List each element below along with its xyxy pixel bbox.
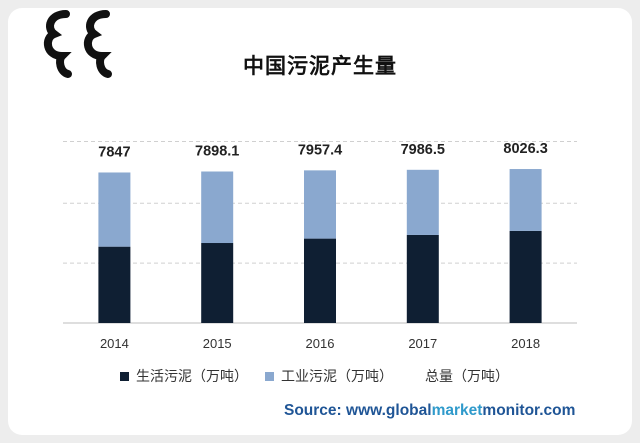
source-market: market (431, 402, 483, 419)
bar-domestic-2018 (509, 230, 542, 323)
total-label-2016: 7957.4 (298, 142, 342, 158)
legend-item-domestic-sludge: 生活污泥（万吨） (120, 366, 248, 386)
bar-industrial-2017 (406, 169, 439, 235)
bar-industrial-2018 (509, 169, 542, 231)
legend-label-industrial: 工业污泥（万吨） (281, 369, 393, 385)
total-label-2015: 7898.1 (195, 144, 239, 160)
bar-domestic-2014 (98, 246, 131, 323)
legend-item-total: 总量（万吨） (425, 366, 509, 386)
total-label-2017: 7986.5 (401, 142, 445, 158)
bar-industrial-2015 (201, 171, 234, 244)
x-tick-label-2015: 2015 (203, 336, 232, 351)
bar-domestic-2015 (201, 243, 234, 323)
legend-swatch-domestic (120, 371, 129, 381)
x-tick-label-2018: 2018 (511, 336, 540, 351)
total-label-2014: 7847 (98, 144, 130, 160)
brand-logo-icon (43, 10, 112, 78)
chart-title: 中国污泥产生量 (243, 54, 397, 78)
bar-industrial-2014 (98, 172, 131, 247)
bar-domestic-2017 (406, 234, 439, 323)
legend: 生活污泥（万吨） 工业污泥（万吨） 总量（万吨） (0, 366, 640, 388)
source-prefix: Source: www. (284, 402, 386, 419)
legend-label-total: 总量（万吨） (425, 369, 509, 385)
legend-item-industrial-sludge: 工业污泥（万吨） (265, 366, 393, 386)
legend-label-domestic: 生活污泥（万吨） (136, 369, 248, 385)
x-tick-label-2017: 2017 (408, 336, 437, 351)
x-tick-label-2014: 2014 (100, 336, 129, 351)
source-suffix: .com (539, 402, 576, 419)
bar-industrial-2016 (304, 170, 336, 239)
source-monitor: monitor (482, 402, 540, 419)
legend-swatch-industrial (265, 371, 274, 381)
total-label-2018: 8026.3 (503, 141, 547, 157)
source-credit: Source: www.globalmarketmonitor.com (284, 402, 575, 420)
x-tick-label-2016: 2016 (306, 336, 335, 351)
source-global: global (385, 402, 432, 419)
bar-domestic-2016 (304, 238, 336, 323)
